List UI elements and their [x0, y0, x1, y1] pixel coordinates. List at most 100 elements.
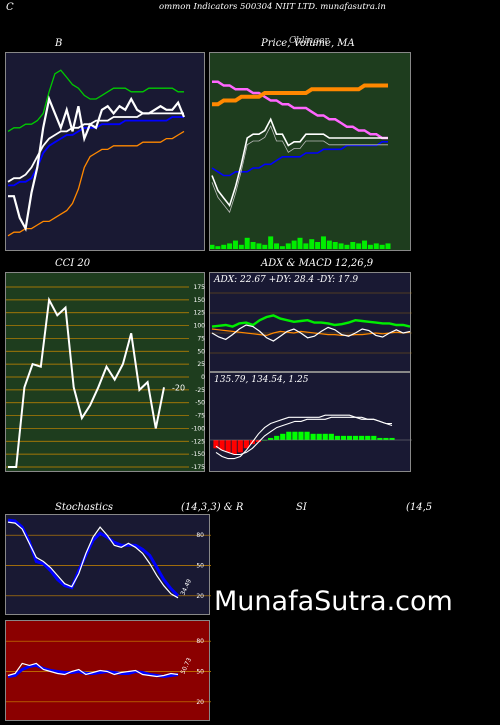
volume-bar-23	[344, 244, 350, 249]
macd-hist-bar-10	[274, 435, 280, 440]
volume-bar-1	[215, 246, 221, 249]
volume-bar-26	[362, 240, 368, 249]
price-series-3	[211, 117, 388, 208]
volume-bar-6	[244, 237, 250, 249]
left-letter: C	[6, 2, 14, 13]
volume-bar-9	[262, 244, 268, 249]
adx-panel	[209, 272, 412, 372]
volume-bar-28	[373, 243, 379, 249]
macd-hist-bar-1	[219, 440, 225, 451]
cci-tick-label-2: 125	[194, 310, 206, 317]
volume-bar-16	[303, 243, 309, 249]
macd-readout: 135.79, 134.54, 1.25	[214, 375, 309, 385]
macd-hist-bar-17	[316, 433, 322, 440]
macd-hist-bar-27	[377, 437, 383, 440]
cci-title: CCI 20	[55, 258, 91, 269]
volume-bar-22	[338, 243, 344, 249]
rsi-title: SI	[296, 502, 307, 513]
rsi-panel: 80 50 20 50.73	[5, 620, 211, 721]
stoch-tick-label-0: 80	[196, 532, 204, 539]
cci-line	[8, 296, 165, 468]
macd-hist-bar-19	[328, 433, 334, 440]
stoch-params: (14,3,3) & R	[181, 502, 244, 513]
page-title: ommon Indicators 500304 NIIT LTD. munafa…	[159, 2, 386, 12]
cci-current-label: -20	[172, 383, 185, 392]
volume-bar-24	[350, 242, 356, 249]
cci-tick-label-10: -75	[195, 413, 205, 420]
price-series-1	[212, 83, 388, 107]
volume-bar-5	[238, 244, 244, 249]
macd-hist-bar-13	[292, 431, 298, 440]
macd-panel	[209, 372, 412, 472]
stoch-title: Stochastics	[55, 502, 113, 513]
rsi-current-label: 50.73	[179, 657, 193, 676]
macd-hist-bar-25	[365, 435, 371, 440]
adx-series-0	[211, 314, 411, 328]
macd-hist-bar-28	[383, 437, 389, 440]
volume-bar-15	[297, 237, 303, 249]
price-title: Price, Volume, MA	[261, 38, 355, 49]
adx-chart	[210, 292, 412, 354]
bollinger-chart	[7, 69, 186, 237]
macd-hist-bar-18	[322, 433, 328, 440]
bollinger-series-4	[8, 95, 186, 232]
price-series-0	[212, 80, 388, 140]
stoch-series-1	[7, 521, 179, 599]
stoch-panel: 80 50 20 34.49	[5, 514, 211, 615]
rsi-tick-label-1: 50	[196, 669, 204, 676]
price-series-shadow	[211, 125, 388, 214]
volume-bar-7	[250, 242, 256, 249]
macd-hist-bar-9	[268, 437, 274, 440]
rsi-series-0	[7, 663, 179, 679]
rsi-tick-label-0: 80	[196, 638, 204, 645]
macd-hist-bar-4	[237, 440, 243, 453]
macd-hist-bar-21	[340, 435, 347, 440]
cci-tick-label-9: -50	[195, 400, 205, 407]
macd-hist-bar-22	[346, 435, 353, 440]
cci-tick-label-14: -175	[191, 464, 205, 471]
macd-hist-bar-5	[243, 440, 249, 449]
cci-tick-label-0: 175	[194, 284, 206, 291]
cci-tick-label-7: 0	[201, 374, 205, 381]
volume-bar-2	[221, 244, 227, 249]
cci-tick-label-3: 100	[194, 323, 206, 330]
macd-hist-bar-23	[352, 435, 359, 440]
volume-bar-0	[210, 244, 215, 249]
macd-hist-bar-16	[310, 433, 316, 440]
volume-bar-13	[285, 243, 291, 249]
volume-bar-29	[379, 244, 385, 249]
cci-tick-label-4: 75	[197, 335, 205, 342]
cci-chart: 175 150 125 100 75 50 25 0 -25 -50 -75 -100 -125 -150…	[6, 284, 206, 471]
stoch-series-0	[7, 518, 180, 597]
cci-tick-label-11: -100	[191, 425, 205, 432]
volume-bar-20	[326, 240, 332, 249]
volume-bar-19	[320, 236, 326, 249]
adx-series-1	[211, 328, 411, 337]
cci-tick-label-1: 150	[194, 297, 206, 304]
macd-chart	[210, 414, 412, 460]
cci-tick-label-8: -25	[195, 387, 205, 394]
macd-hist-bar-15	[304, 431, 310, 440]
volume-bar-30	[385, 243, 391, 249]
macd-hist-bar-11	[280, 433, 286, 440]
cci-panel: 175 150 125 100 75 50 25 0 -25 -50 -75 -100 -125 -150…	[5, 272, 205, 472]
stoch-tick-label-1: 50	[196, 563, 204, 570]
volume-bar-4	[232, 240, 238, 249]
macd-hist-bar-24	[359, 435, 365, 440]
bollinger-series-1	[7, 112, 184, 183]
volume-bar-12	[279, 246, 285, 249]
macd-hist-bar-26	[371, 435, 377, 440]
bollinger-series-3	[7, 130, 185, 237]
volume-bar-3	[227, 243, 233, 249]
price-title-overlay: Chlinger	[289, 36, 329, 46]
adx-title: ADX & MACD 12,26,9	[261, 258, 374, 269]
volume-bar-27	[367, 244, 373, 249]
macd-series-0	[215, 414, 393, 460]
volume-bar-21	[332, 242, 338, 249]
rsi-chart: 80 50 20 50.73	[6, 638, 211, 706]
volume-bar-18	[315, 242, 321, 249]
cci-tick-label-6: 25	[197, 361, 205, 368]
macd-series-1	[215, 416, 392, 456]
macd-hist-bar-12	[286, 431, 292, 440]
